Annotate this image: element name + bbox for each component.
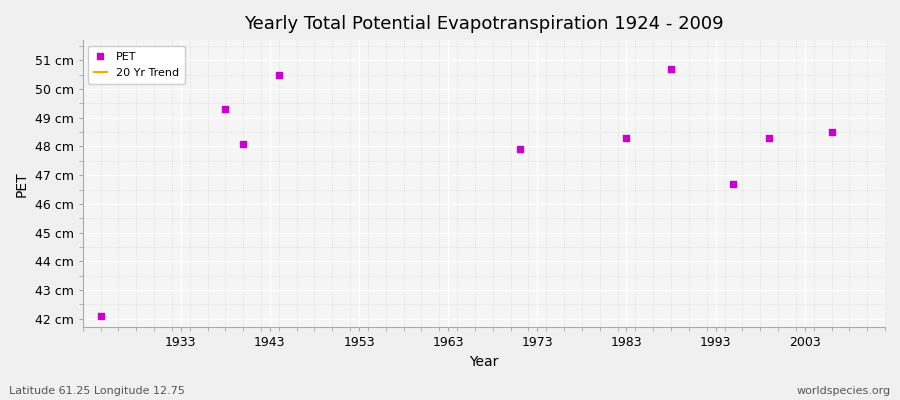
PET — [762, 134, 777, 141]
PET — [664, 66, 679, 72]
PET — [94, 313, 108, 319]
PET — [726, 180, 741, 187]
PET — [512, 146, 526, 152]
Y-axis label: PET: PET — [15, 171, 29, 196]
Text: Latitude 61.25 Longitude 12.75: Latitude 61.25 Longitude 12.75 — [9, 386, 184, 396]
PET — [236, 140, 250, 147]
PET — [272, 71, 286, 78]
X-axis label: Year: Year — [469, 355, 499, 369]
Legend: PET, 20 Yr Trend: PET, 20 Yr Trend — [88, 46, 184, 84]
PET — [218, 106, 232, 112]
PET — [619, 134, 634, 141]
PET — [824, 129, 839, 135]
Title: Yearly Total Potential Evapotranspiration 1924 - 2009: Yearly Total Potential Evapotranspiratio… — [244, 15, 724, 33]
Text: worldspecies.org: worldspecies.org — [796, 386, 891, 396]
